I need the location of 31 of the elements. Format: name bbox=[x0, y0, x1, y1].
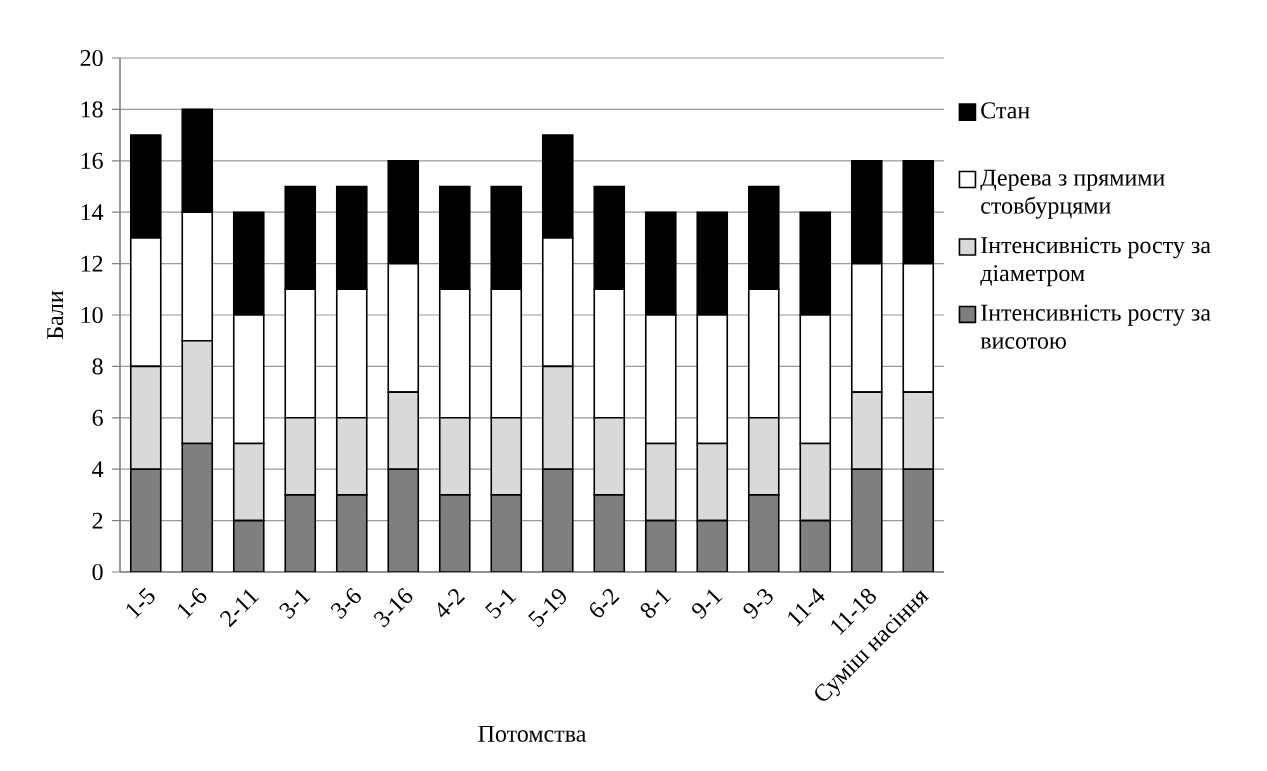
y-tick-label: 2 bbox=[92, 512, 103, 529]
y-tick-label: 16 bbox=[81, 152, 103, 169]
x-tick-label: 1-6 bbox=[178, 587, 207, 619]
y-tick-label: 8 bbox=[92, 358, 103, 375]
x-tick-label: 1-5 bbox=[126, 587, 155, 619]
x-tick-label: 11-4 bbox=[788, 588, 825, 627]
x-tick-label: 3-6 bbox=[330, 587, 361, 619]
y-tick-label: 20 bbox=[80, 49, 103, 67]
x-tick-label: 9-3 bbox=[743, 588, 773, 619]
x-tick-label: 3-1 bbox=[279, 589, 311, 619]
legend-label: Дерева з прямими стовбурцями bbox=[980, 169, 1165, 219]
x-tick-label: 3-16 bbox=[373, 587, 413, 628]
x-tick-label: 5-19 bbox=[528, 589, 566, 628]
legend-label: Інтенсивність росту за діаметром bbox=[980, 237, 1211, 287]
y-tick-label: 0 bbox=[92, 563, 103, 581]
x-axis-title: Потомства bbox=[478, 725, 587, 742]
x-tick-label: 5-1 bbox=[485, 589, 517, 619]
y-tick-label: 14 bbox=[81, 204, 104, 221]
y-tick-label: 18 bbox=[81, 101, 103, 118]
x-tick-label: 4-2 bbox=[437, 589, 466, 618]
legend-label: Інтенсивність росту за висотою bbox=[980, 304, 1211, 349]
x-tick-label: 8-1 bbox=[640, 589, 672, 618]
legend-label: Стан bbox=[981, 102, 1030, 119]
y-axis-title: Бали bbox=[47, 290, 64, 340]
y-tick-label: 10 bbox=[81, 306, 103, 324]
y-tick-label: 6 bbox=[92, 409, 103, 426]
x-tick-label: 6-2 bbox=[589, 589, 620, 618]
y-tick-label: 4 bbox=[92, 461, 104, 478]
y-tick-label: 12 bbox=[81, 255, 103, 272]
x-tick-label: 2-11 bbox=[219, 589, 259, 628]
x-tick-label: 9-1 bbox=[692, 589, 723, 619]
